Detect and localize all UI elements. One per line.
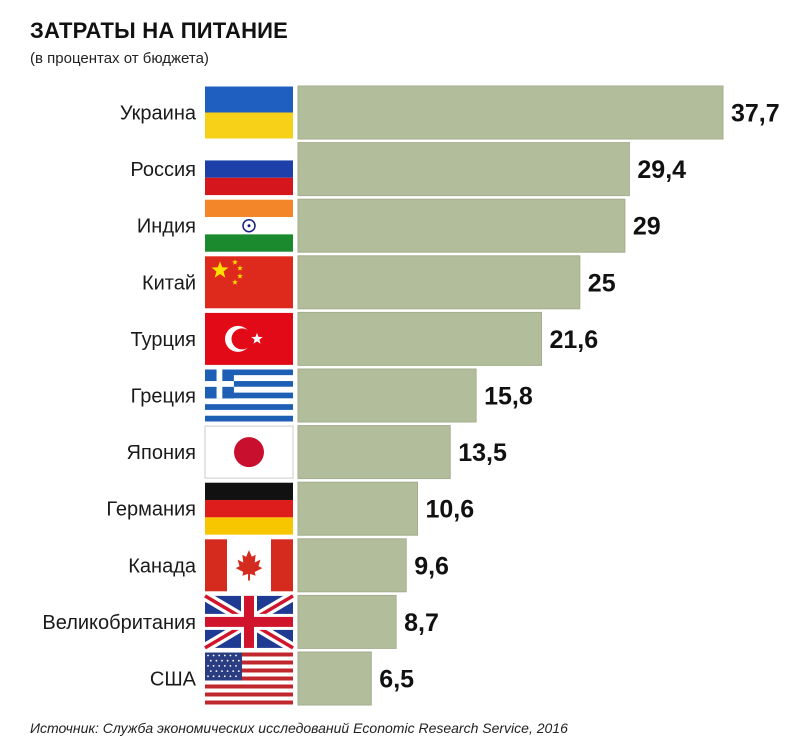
value-label: 29,4 bbox=[637, 156, 686, 184]
value-label: 9,6 bbox=[414, 552, 449, 580]
bar bbox=[297, 198, 626, 253]
value-label: 6,5 bbox=[379, 666, 414, 694]
value-label: 15,8 bbox=[484, 383, 533, 411]
category-label: США bbox=[150, 669, 197, 691]
value-label: 29 bbox=[633, 213, 661, 241]
bar bbox=[297, 142, 630, 197]
value-label: 13,5 bbox=[458, 439, 507, 467]
category-label: Великобритания bbox=[42, 612, 196, 634]
category-label: Греция bbox=[131, 386, 196, 408]
bar bbox=[297, 255, 581, 310]
bar bbox=[297, 538, 407, 593]
value-label: 10,6 bbox=[426, 496, 475, 524]
category-label: Япония bbox=[127, 442, 196, 464]
value-label: 37,7 bbox=[731, 100, 780, 128]
category-label: Индия bbox=[137, 216, 196, 238]
flag-japan-icon bbox=[204, 425, 294, 479]
bar bbox=[297, 594, 397, 649]
bar bbox=[297, 425, 451, 480]
flag-usa-icon bbox=[205, 652, 293, 705]
flag-greece-icon bbox=[205, 369, 293, 422]
chart-title: ЗАТРАТЫ НА ПИТАНИЕ bbox=[30, 18, 289, 43]
flag-uk-icon bbox=[202, 591, 296, 653]
flag-canada-icon bbox=[205, 539, 293, 592]
value-label: 8,7 bbox=[404, 609, 439, 637]
flag-russia-icon bbox=[205, 143, 293, 196]
category-label: Украина bbox=[120, 103, 197, 125]
bar bbox=[297, 651, 372, 706]
bar bbox=[297, 85, 724, 140]
flag-turkey-icon bbox=[205, 312, 293, 365]
value-label: 21,6 bbox=[550, 326, 599, 354]
bar bbox=[297, 311, 542, 366]
source-note: Источник: Служба экономических исследова… bbox=[30, 720, 568, 736]
category-label: Германия bbox=[106, 499, 196, 521]
value-label: 25 bbox=[588, 269, 616, 297]
bar bbox=[297, 481, 418, 536]
bar bbox=[297, 368, 477, 423]
chart-subtitle: (в процентах от бюджета) bbox=[30, 50, 209, 67]
flag-germany-icon bbox=[205, 482, 293, 535]
category-label: Китай bbox=[142, 272, 196, 294]
category-label: Канада bbox=[128, 555, 197, 577]
flag-india-icon bbox=[205, 199, 293, 252]
category-label: Россия bbox=[130, 159, 196, 181]
category-label: Турция bbox=[131, 329, 196, 351]
flag-china-icon bbox=[205, 256, 293, 309]
flag-ukraine-icon bbox=[205, 86, 293, 139]
